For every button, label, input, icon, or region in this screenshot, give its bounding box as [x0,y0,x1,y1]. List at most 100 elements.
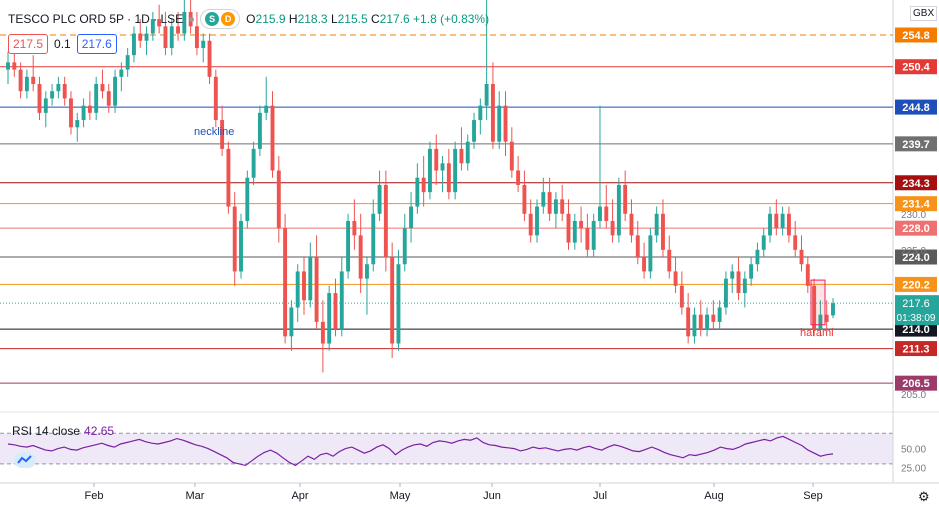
candle-body [472,120,476,142]
change-value: +1.8 (+0.83%) [413,12,490,26]
candle-body [465,141,470,164]
candle-body [308,257,313,301]
candle-body [768,213,772,236]
candle-body [239,220,243,272]
candle-body [831,303,835,316]
candle-body [503,105,508,142]
y-tick-label: 225.0 [901,246,926,257]
candle-body [535,206,539,236]
rsi-band [0,433,893,464]
candle-body [339,271,344,330]
candle-body [654,213,659,236]
candle-body [805,264,810,286]
candle-body [37,84,42,113]
candle-body [566,213,571,243]
candle-body [87,105,92,113]
candle-body [81,105,86,121]
candle-body [94,84,99,113]
candle-body [169,26,174,48]
y-tick-label: 205.0 [901,390,926,401]
x-tick-label: Jul [593,490,607,502]
ask-button[interactable]: 217.6 [76,34,117,54]
settings-gear-icon[interactable]: ⚙ [918,489,930,504]
candle-body [358,235,363,279]
level-tag-220.2 [895,276,937,292]
level-label-214.0: 214.0 [902,324,930,336]
level-tag-234.3 [895,175,937,191]
candle-body [717,307,722,322]
candle-body [390,257,395,344]
harami-annotation: harami [800,327,834,339]
candle-body [113,76,118,106]
candle-body [62,84,67,99]
spread-value: 0.1 [54,37,71,51]
candle-body [453,148,458,193]
currency-label[interactable]: GBX [910,6,938,21]
x-tick-label: Jun [483,490,501,502]
neckline-annotation: neckline [194,126,234,138]
level-label-206.5: 206.5 [902,378,930,390]
low-value: 215.5 [337,12,368,26]
rsi-tick-label: 50.00 [901,445,926,456]
harami-box [810,279,826,326]
x-tick-label: Feb [85,490,104,502]
candle-body [591,220,596,250]
level-label-211.3: 211.3 [903,344,930,356]
candle-body [213,76,218,121]
candle-body [616,184,621,236]
symbol-title: TESCO PLC ORD 5P · 1D · LSE [8,12,184,26]
candle-body [610,220,615,236]
close-label: C [371,12,380,26]
candle-body [522,184,527,214]
tradingview-logo-icon[interactable] [14,452,36,468]
candle-body [276,170,281,229]
rsi-name: RSI 14 close [12,424,81,438]
x-tick-label: Sep [803,490,823,502]
high-label: H [288,12,298,26]
badge-left-icon: S [205,12,220,26]
candle-body [232,206,237,272]
candle-body [264,105,269,113]
badge-right-icon: D [221,12,236,26]
level-label-239.7: 239.7 [902,139,930,151]
level-label-224.0: 224.0 [902,252,930,264]
candle-body [251,148,256,178]
candle-body [774,213,779,229]
x-tick-label: Apr [291,490,308,502]
candle-body [730,271,735,279]
candle-body [692,314,697,337]
x-tick-label: May [390,490,411,502]
candle-body [742,278,747,294]
candle-body [150,19,155,34]
candle-body [125,55,130,70]
candle-body [490,84,495,142]
candle-body [723,278,728,308]
candle-body [560,199,565,214]
open-value: 215.9 [255,12,286,26]
chart-legend: TESCO PLC ORD 5P · 1D · LSE S D O215.9 H… [8,9,489,29]
bid-button[interactable]: 217.5 [8,34,49,54]
last-price-label: 217.6 [902,298,930,310]
candle-body [572,220,577,243]
candle-body [12,62,17,70]
candle-body [119,69,124,77]
candle-body [755,249,760,265]
rsi-value: 42.65 [84,424,115,438]
rsi-tick-bg [895,460,939,475]
candle-body [333,293,338,330]
candle-body [346,220,351,272]
level-label-234.3: 234.3 [902,178,930,190]
candle-body [604,206,609,221]
status-badges[interactable]: S D [200,9,241,29]
candle-body [642,257,647,272]
candle-body [409,206,414,229]
candle-body [415,177,420,207]
candle-body [220,120,225,149]
candle-body [383,184,388,258]
candle-body [24,76,29,92]
candle-body [245,177,250,221]
candle-body [421,177,426,193]
candle-body [295,271,300,308]
candle-body [623,184,628,214]
